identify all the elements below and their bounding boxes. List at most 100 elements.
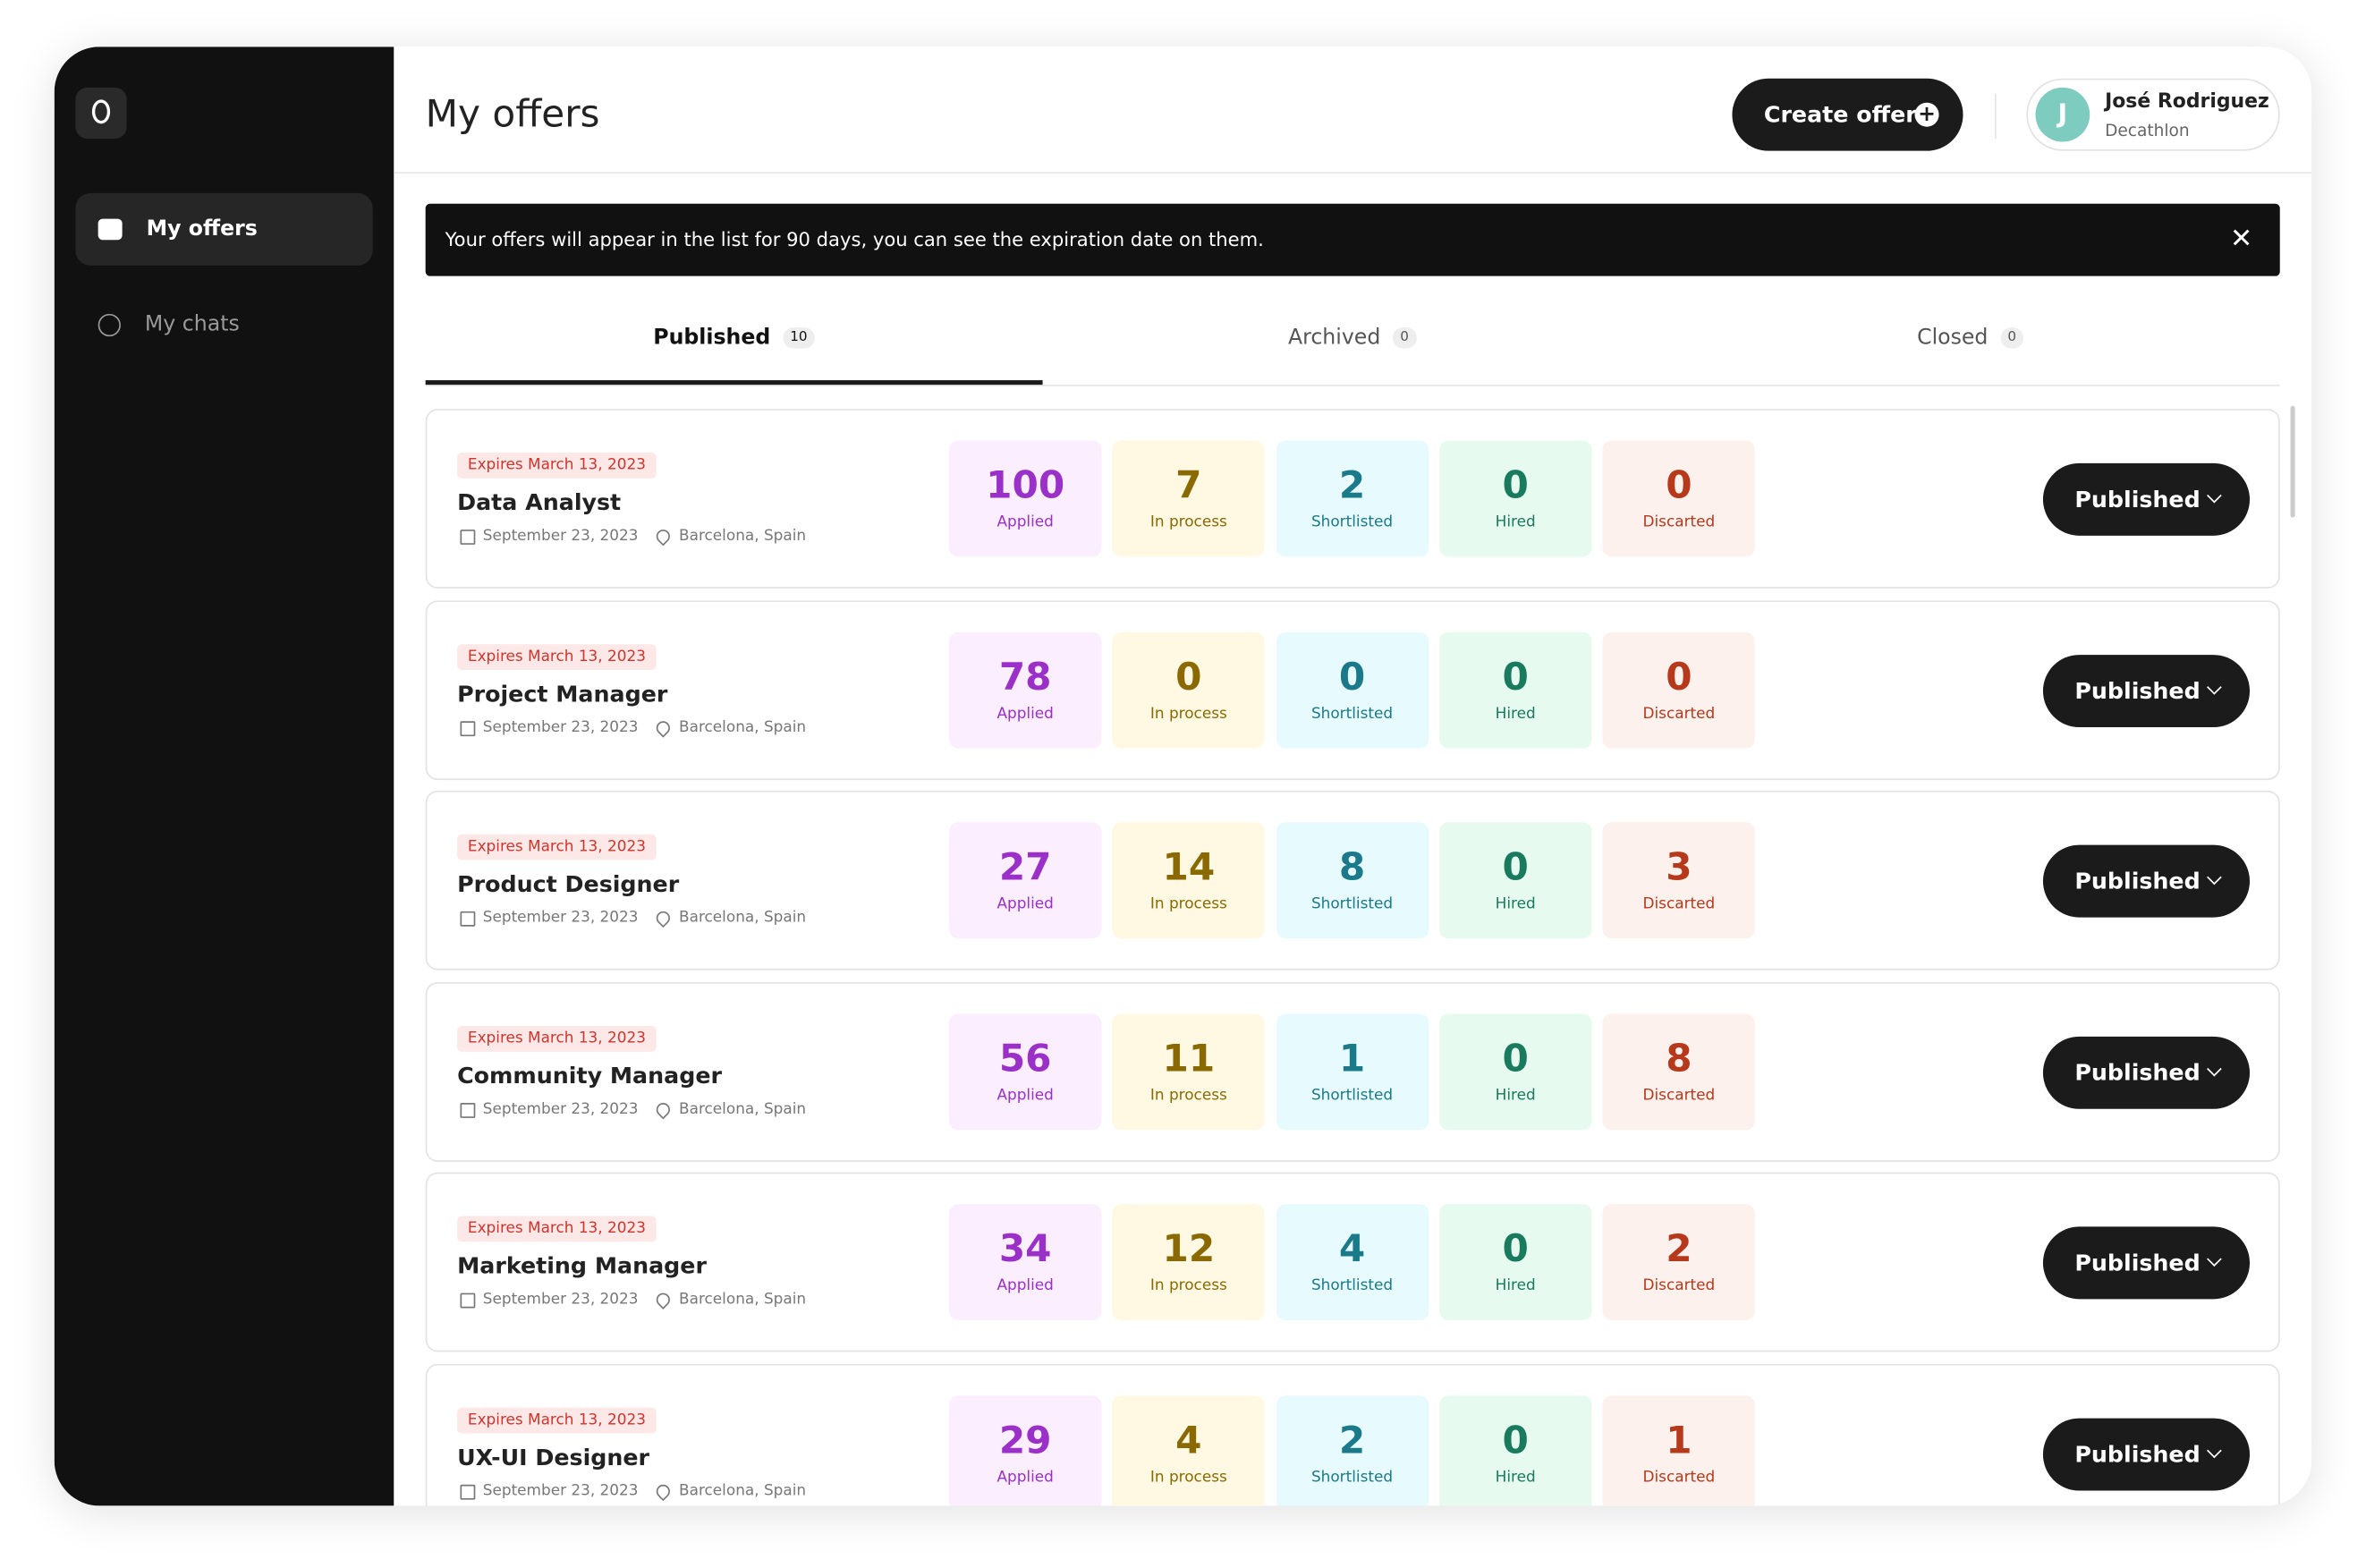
expiry-badge: Expires March 13, 2023 [457, 453, 657, 479]
stat-value: 2 [1338, 462, 1366, 507]
offer-date: September 23, 2023 [482, 718, 639, 736]
stat-box: 27 Applied [948, 822, 1102, 939]
stat-box: 4 In process [1112, 1394, 1266, 1506]
status-label: Published [2074, 486, 2201, 513]
stat-value: 29 [998, 1417, 1052, 1462]
stat-box: 12 In process [1112, 1204, 1266, 1320]
stat-box: 2 Shortlisted [1276, 440, 1429, 557]
nav-item[interactable]: My chats [75, 288, 372, 360]
stat-value: 0 [1175, 654, 1202, 699]
stat-value: 0 [1666, 654, 1692, 699]
status-dropdown[interactable]: Published [2042, 1417, 2251, 1490]
stat-box: 7 In process [1112, 440, 1266, 557]
stat-label: Shortlisted [1310, 1087, 1394, 1104]
stat-value: 12 [1162, 1226, 1216, 1271]
offer-card[interactable]: Expires March 13, 2023 Project Manager Sep… [425, 599, 2280, 780]
stat-box: 56 Applied [948, 1013, 1102, 1130]
expiry-badge: Expires March 13, 2023 [457, 1025, 657, 1051]
offer-title: Project Manager [457, 679, 668, 708]
stat-label: Hired [1495, 1469, 1536, 1486]
stat-label: Applied [996, 1469, 1054, 1486]
stat-box: 1 Discarted [1602, 1394, 1756, 1506]
expiry-badge: Expires March 13, 2023 [457, 643, 657, 670]
tab[interactable]: Closed 0 [1662, 326, 2279, 350]
chevron [2207, 869, 2222, 886]
stat-value: 0 [1502, 844, 1529, 889]
app-window: My offers My chats My offers Create offe… [54, 47, 2312, 1506]
close-button[interactable]: ✕ [2229, 223, 2253, 256]
status-dropdown[interactable]: Published [2042, 462, 2251, 536]
tab-count: 0 [1392, 327, 1417, 349]
nav-label: My chats [144, 312, 240, 337]
offer-card[interactable]: Expires March 13, 2023 UX-UI Designer Sept… [425, 1363, 2280, 1506]
stat-value: 7 [1175, 462, 1202, 507]
stat-value: 34 [998, 1226, 1052, 1271]
status-dropdown[interactable]: Published [2042, 1226, 2251, 1300]
stat-label: Shortlisted [1310, 514, 1394, 531]
stat-box: 8 Discarted [1602, 1013, 1756, 1130]
stat-label: Discarted [1642, 1469, 1716, 1486]
stat-label: Shortlisted [1310, 1277, 1394, 1295]
stat-value: 0 [1666, 462, 1692, 507]
stat-label: Hired [1495, 1277, 1536, 1295]
stat-label: In process [1149, 705, 1227, 723]
offer-title: Data Analyst [457, 488, 622, 516]
tab-label: Closed [1917, 326, 1989, 351]
stat-value: 100 [986, 462, 1065, 507]
offer-card[interactable]: Expires March 13, 2023 Marketing Manager S… [425, 1172, 2280, 1352]
stat-box: 100 Applied [948, 440, 1102, 557]
main: My offers Create offer + J José Rodriguez… [394, 47, 2312, 1506]
status-dropdown[interactable]: Published [2042, 844, 2251, 918]
scrollbar [2290, 405, 2295, 518]
stat-value: 11 [1162, 1035, 1216, 1080]
stat-box: 0 Hired [1439, 822, 1592, 939]
stat-box: 0 In process [1112, 631, 1266, 748]
stat-value: 27 [998, 844, 1052, 889]
stat-box: 0 Hired [1439, 440, 1592, 557]
stat-box: 34 Applied [948, 1204, 1102, 1320]
tab-label: Published [653, 326, 771, 351]
offer-date: September 23, 2023 [482, 528, 639, 545]
stat-value: 0 [1338, 654, 1366, 699]
calendar-icon [460, 1483, 476, 1499]
calendar-icon [460, 720, 476, 736]
stat-label: Discarted [1642, 705, 1716, 723]
tab[interactable]: Published 10 [426, 326, 1043, 350]
tab-count: 10 [782, 327, 815, 349]
offer-card[interactable]: Expires March 13, 2023 Data Analyst Septem… [425, 409, 2280, 589]
offer-location: Barcelona, Spain [679, 910, 807, 927]
tab-label: Archived [1287, 326, 1381, 351]
calendar-icon [460, 1102, 476, 1118]
offer-location: Barcelona, Spain [679, 1100, 807, 1118]
stat-value: 78 [998, 654, 1052, 699]
offer-card[interactable]: Expires March 13, 2023 Product Designer Se… [425, 790, 2280, 970]
status-dropdown[interactable]: Published [2042, 1035, 2251, 1108]
stat-box: 11 In process [1112, 1013, 1266, 1130]
stat-label: In process [1149, 1277, 1227, 1295]
stat-box: 0 Hired [1439, 1394, 1592, 1506]
stat-box: 14 In process [1112, 822, 1266, 939]
logo [75, 87, 127, 140]
stat-box: 0 Hired [1439, 631, 1592, 748]
page-title: My offers [425, 91, 600, 136]
create-offer-button[interactable]: Create offer + [1732, 78, 1963, 151]
stat-label: In process [1149, 1087, 1227, 1104]
avatar: J [2035, 87, 2090, 142]
stat-box: 0 Shortlisted [1276, 631, 1429, 748]
calendar-icon [460, 1293, 476, 1309]
offer-date: September 23, 2023 [482, 1291, 639, 1309]
stat-box: 8 Shortlisted [1276, 822, 1429, 939]
stat-label: Applied [996, 1087, 1054, 1104]
status-label: Published [2074, 676, 2201, 704]
stat-label: Discarted [1642, 895, 1716, 913]
offer-card[interactable]: Expires March 13, 2023 Community Manager S… [425, 981, 2280, 1161]
offer-location: Barcelona, Spain [679, 528, 807, 545]
status-dropdown[interactable]: Published [2042, 654, 2251, 727]
chevron [2207, 487, 2222, 504]
tab[interactable]: Archived 0 [1044, 326, 1661, 350]
user-pill[interactable]: J José Rodriguez Decathlon [2026, 78, 2280, 151]
nav-item[interactable]: My offers [75, 192, 373, 266]
stat-box: 0 Hired [1439, 1013, 1592, 1130]
stat-box: 1 Shortlisted [1276, 1013, 1429, 1130]
